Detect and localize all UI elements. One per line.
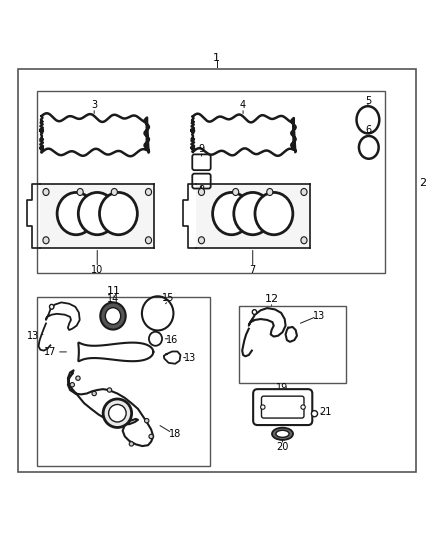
Bar xyxy=(37,297,210,466)
Ellipse shape xyxy=(43,237,49,244)
Text: 13: 13 xyxy=(184,353,197,364)
Text: 12: 12 xyxy=(265,294,279,304)
Text: 7: 7 xyxy=(250,265,256,275)
Ellipse shape xyxy=(198,189,205,196)
Ellipse shape xyxy=(76,376,80,381)
Ellipse shape xyxy=(77,189,83,196)
FancyBboxPatch shape xyxy=(253,389,312,425)
Ellipse shape xyxy=(145,189,152,196)
Text: 5: 5 xyxy=(365,96,371,106)
Ellipse shape xyxy=(103,399,132,427)
Text: 17: 17 xyxy=(44,347,57,357)
Bar xyxy=(40,184,154,248)
Bar xyxy=(37,91,385,273)
Text: 10: 10 xyxy=(91,265,103,275)
Ellipse shape xyxy=(212,192,251,235)
Ellipse shape xyxy=(145,418,149,423)
Text: 16: 16 xyxy=(166,335,178,345)
Ellipse shape xyxy=(272,427,293,440)
Ellipse shape xyxy=(145,237,152,244)
Ellipse shape xyxy=(301,189,307,196)
Text: 8: 8 xyxy=(198,185,205,195)
Ellipse shape xyxy=(255,192,293,235)
Ellipse shape xyxy=(234,192,272,235)
Ellipse shape xyxy=(129,442,134,446)
Ellipse shape xyxy=(111,189,117,196)
Ellipse shape xyxy=(57,192,95,235)
Ellipse shape xyxy=(107,388,112,392)
Ellipse shape xyxy=(149,434,153,439)
Text: 18: 18 xyxy=(169,429,181,439)
Ellipse shape xyxy=(311,410,318,417)
Bar xyxy=(239,306,346,383)
Text: 20: 20 xyxy=(276,442,289,452)
Ellipse shape xyxy=(70,383,74,387)
Text: 3: 3 xyxy=(91,100,97,110)
Text: 19: 19 xyxy=(276,383,289,393)
Text: 2: 2 xyxy=(419,178,426,188)
Text: 15: 15 xyxy=(162,293,175,303)
Ellipse shape xyxy=(49,304,54,309)
Text: 11: 11 xyxy=(107,286,121,296)
Ellipse shape xyxy=(100,302,126,329)
Ellipse shape xyxy=(78,192,116,235)
Ellipse shape xyxy=(261,405,265,409)
Bar xyxy=(196,184,310,248)
FancyBboxPatch shape xyxy=(261,396,304,418)
Ellipse shape xyxy=(92,391,96,395)
Ellipse shape xyxy=(301,237,307,244)
Ellipse shape xyxy=(109,405,126,422)
Text: 6: 6 xyxy=(366,125,372,135)
Text: 14: 14 xyxy=(107,294,119,304)
Ellipse shape xyxy=(276,430,289,437)
Ellipse shape xyxy=(301,405,305,409)
Ellipse shape xyxy=(105,308,121,324)
Ellipse shape xyxy=(267,189,273,196)
Text: 9: 9 xyxy=(198,144,205,154)
Text: 21: 21 xyxy=(319,407,331,417)
Ellipse shape xyxy=(149,332,162,346)
Ellipse shape xyxy=(233,189,239,196)
Ellipse shape xyxy=(99,192,138,235)
Text: 13: 13 xyxy=(313,311,325,320)
Text: 1: 1 xyxy=(213,53,220,63)
Ellipse shape xyxy=(43,189,49,196)
Text: 4: 4 xyxy=(240,100,246,110)
Ellipse shape xyxy=(198,237,205,244)
Text: 13: 13 xyxy=(27,330,39,341)
Ellipse shape xyxy=(252,310,257,314)
